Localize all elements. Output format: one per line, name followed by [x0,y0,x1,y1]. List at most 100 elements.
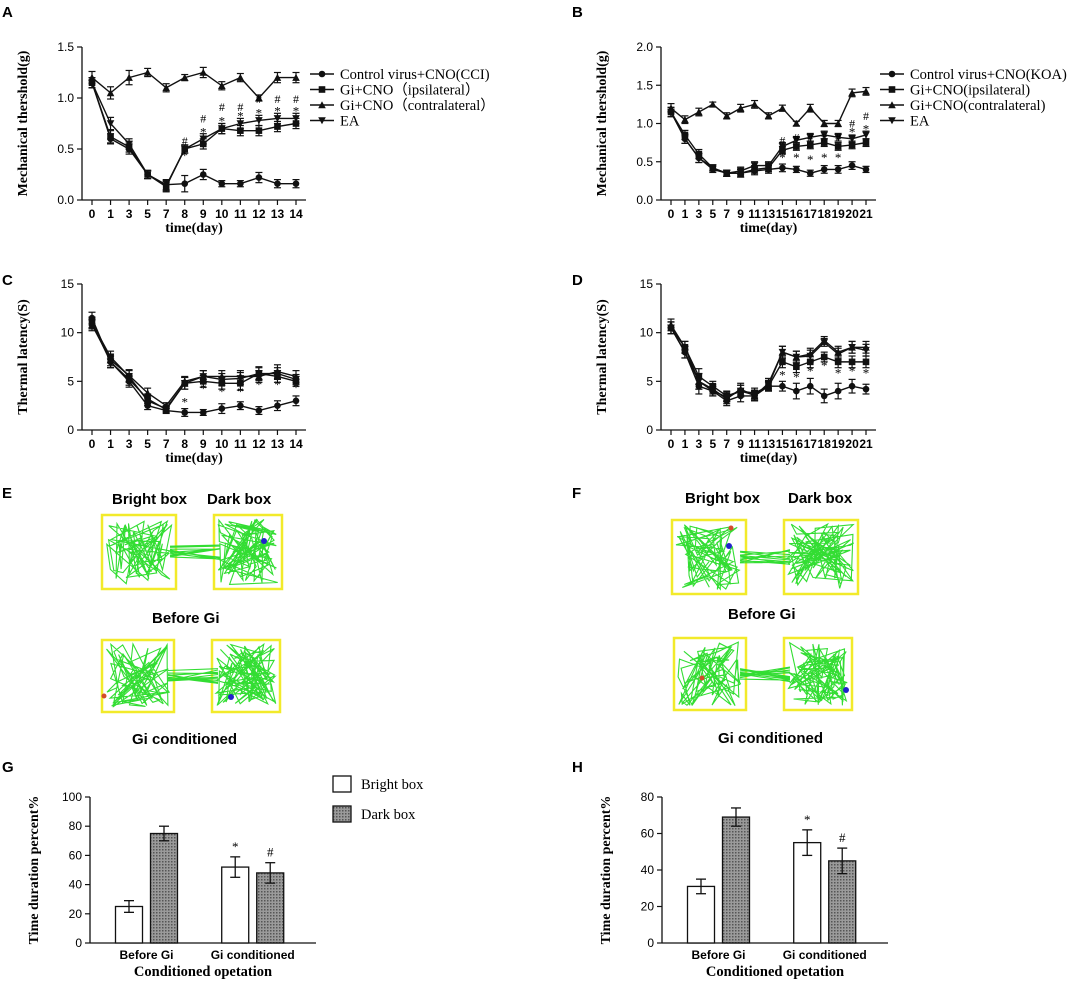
data-point [806,104,815,112]
data-point [708,387,717,395]
x-tick-label: 1 [682,437,689,451]
x-tick-label: 9 [200,207,207,221]
data-point [255,174,263,181]
data-point [708,100,717,108]
series-line [91,317,297,414]
significance-mark: # [237,100,243,114]
dark-box-outline [212,513,284,591]
significance-mark: * [293,380,300,395]
data-point [750,162,759,170]
data-point [806,352,815,360]
series-line [91,82,296,187]
legend-label: Gi+CNO(contralateral) [910,98,1046,114]
x-tick-label: 10 [215,437,229,451]
data-point [820,131,829,139]
data-point [695,154,703,162]
legend-label: Gi+CNO(ipsilateral) [910,83,1030,99]
data-point [792,137,801,145]
y-tick-label: 0.0 [57,193,74,207]
corridor-track [167,668,219,685]
series-line [91,82,296,186]
data-point [237,180,244,187]
data-point [143,171,152,179]
significance-mark: * [863,366,870,381]
x-tick-label: 7 [723,207,730,221]
y-tick-label: 0.0 [636,193,653,207]
dark-box-label-e: Dark box [207,491,272,508]
end-dot [726,543,732,549]
significance-mark: * [779,367,786,382]
start-dot [728,525,734,531]
x-tick-label: 8 [181,207,188,221]
data-point [736,387,745,395]
panel-label-h: H [572,759,583,776]
end-dot [261,538,267,544]
significance-mark: * [237,384,244,399]
data-point [793,143,800,150]
end-dot [843,687,849,693]
significance-mark: # [293,92,299,106]
data-point [820,139,828,146]
series-line [91,322,297,411]
data-point [292,115,300,123]
bright-box-label-f: Bright box [685,490,761,507]
significance-mark: * [793,369,800,384]
data-point [681,115,689,123]
x-tick-label: 13 [762,207,776,221]
x-tick-label: 21 [859,207,873,221]
data-point [125,140,133,148]
y-tick-label: 80 [641,790,655,804]
data-point [218,81,226,90]
data-point [695,378,703,386]
data-point [292,180,300,187]
y-axis-label: Mechanical thershold(g) [595,50,610,196]
x-tick-label: 12 [252,437,266,451]
legend-label: EA [910,114,930,130]
y-tick-label: 20 [69,907,83,921]
data-point [779,164,786,172]
legend-marker [318,117,326,125]
x-axis-label: time(day) [740,451,798,466]
y-tick-label: 15 [640,277,654,291]
data-point [792,119,801,127]
data-point [199,373,208,381]
x-tick-label: 14 [289,207,303,221]
data-point [218,125,226,133]
significance-mark: * [863,122,870,137]
data-point [199,68,208,76]
legend-label: Gi+CNO（contralateral） [340,97,495,114]
maze-panel-f: Bright box Dark box Before Gi Gi conditi… [670,490,860,747]
significance-mark: * [835,366,842,381]
y-tick-label: 0.5 [636,155,653,169]
significance-mark: * [219,113,226,128]
data-point [236,73,245,81]
significance-mark: * [779,150,786,165]
significance-mark: * [293,103,300,118]
data-point [255,127,263,134]
data-point [107,133,114,141]
dark-box-outline [782,636,854,712]
x-tick-label: 18 [818,207,832,221]
bar [149,832,179,944]
dark-box-outline [782,518,860,596]
significance-mark: * [219,384,226,399]
data-point [820,166,828,173]
x-tick-label: 7 [163,207,170,221]
data-point [778,348,787,356]
x-tick-label: 11 [748,437,761,451]
data-point [793,166,800,173]
y-tick-label: 10 [640,326,654,340]
before-gi-label-e: Before Gi [152,610,220,627]
data-point [199,135,208,143]
start-dot [699,675,705,681]
data-point [862,139,870,146]
data-point [834,143,842,150]
series-line [91,324,297,407]
data-point [834,119,842,127]
maze-track [672,636,854,712]
data-point [237,127,244,134]
legend-marker [318,86,326,93]
data-point [292,397,300,405]
significance-mark: # [863,109,869,123]
significance-mark: # [793,130,799,144]
